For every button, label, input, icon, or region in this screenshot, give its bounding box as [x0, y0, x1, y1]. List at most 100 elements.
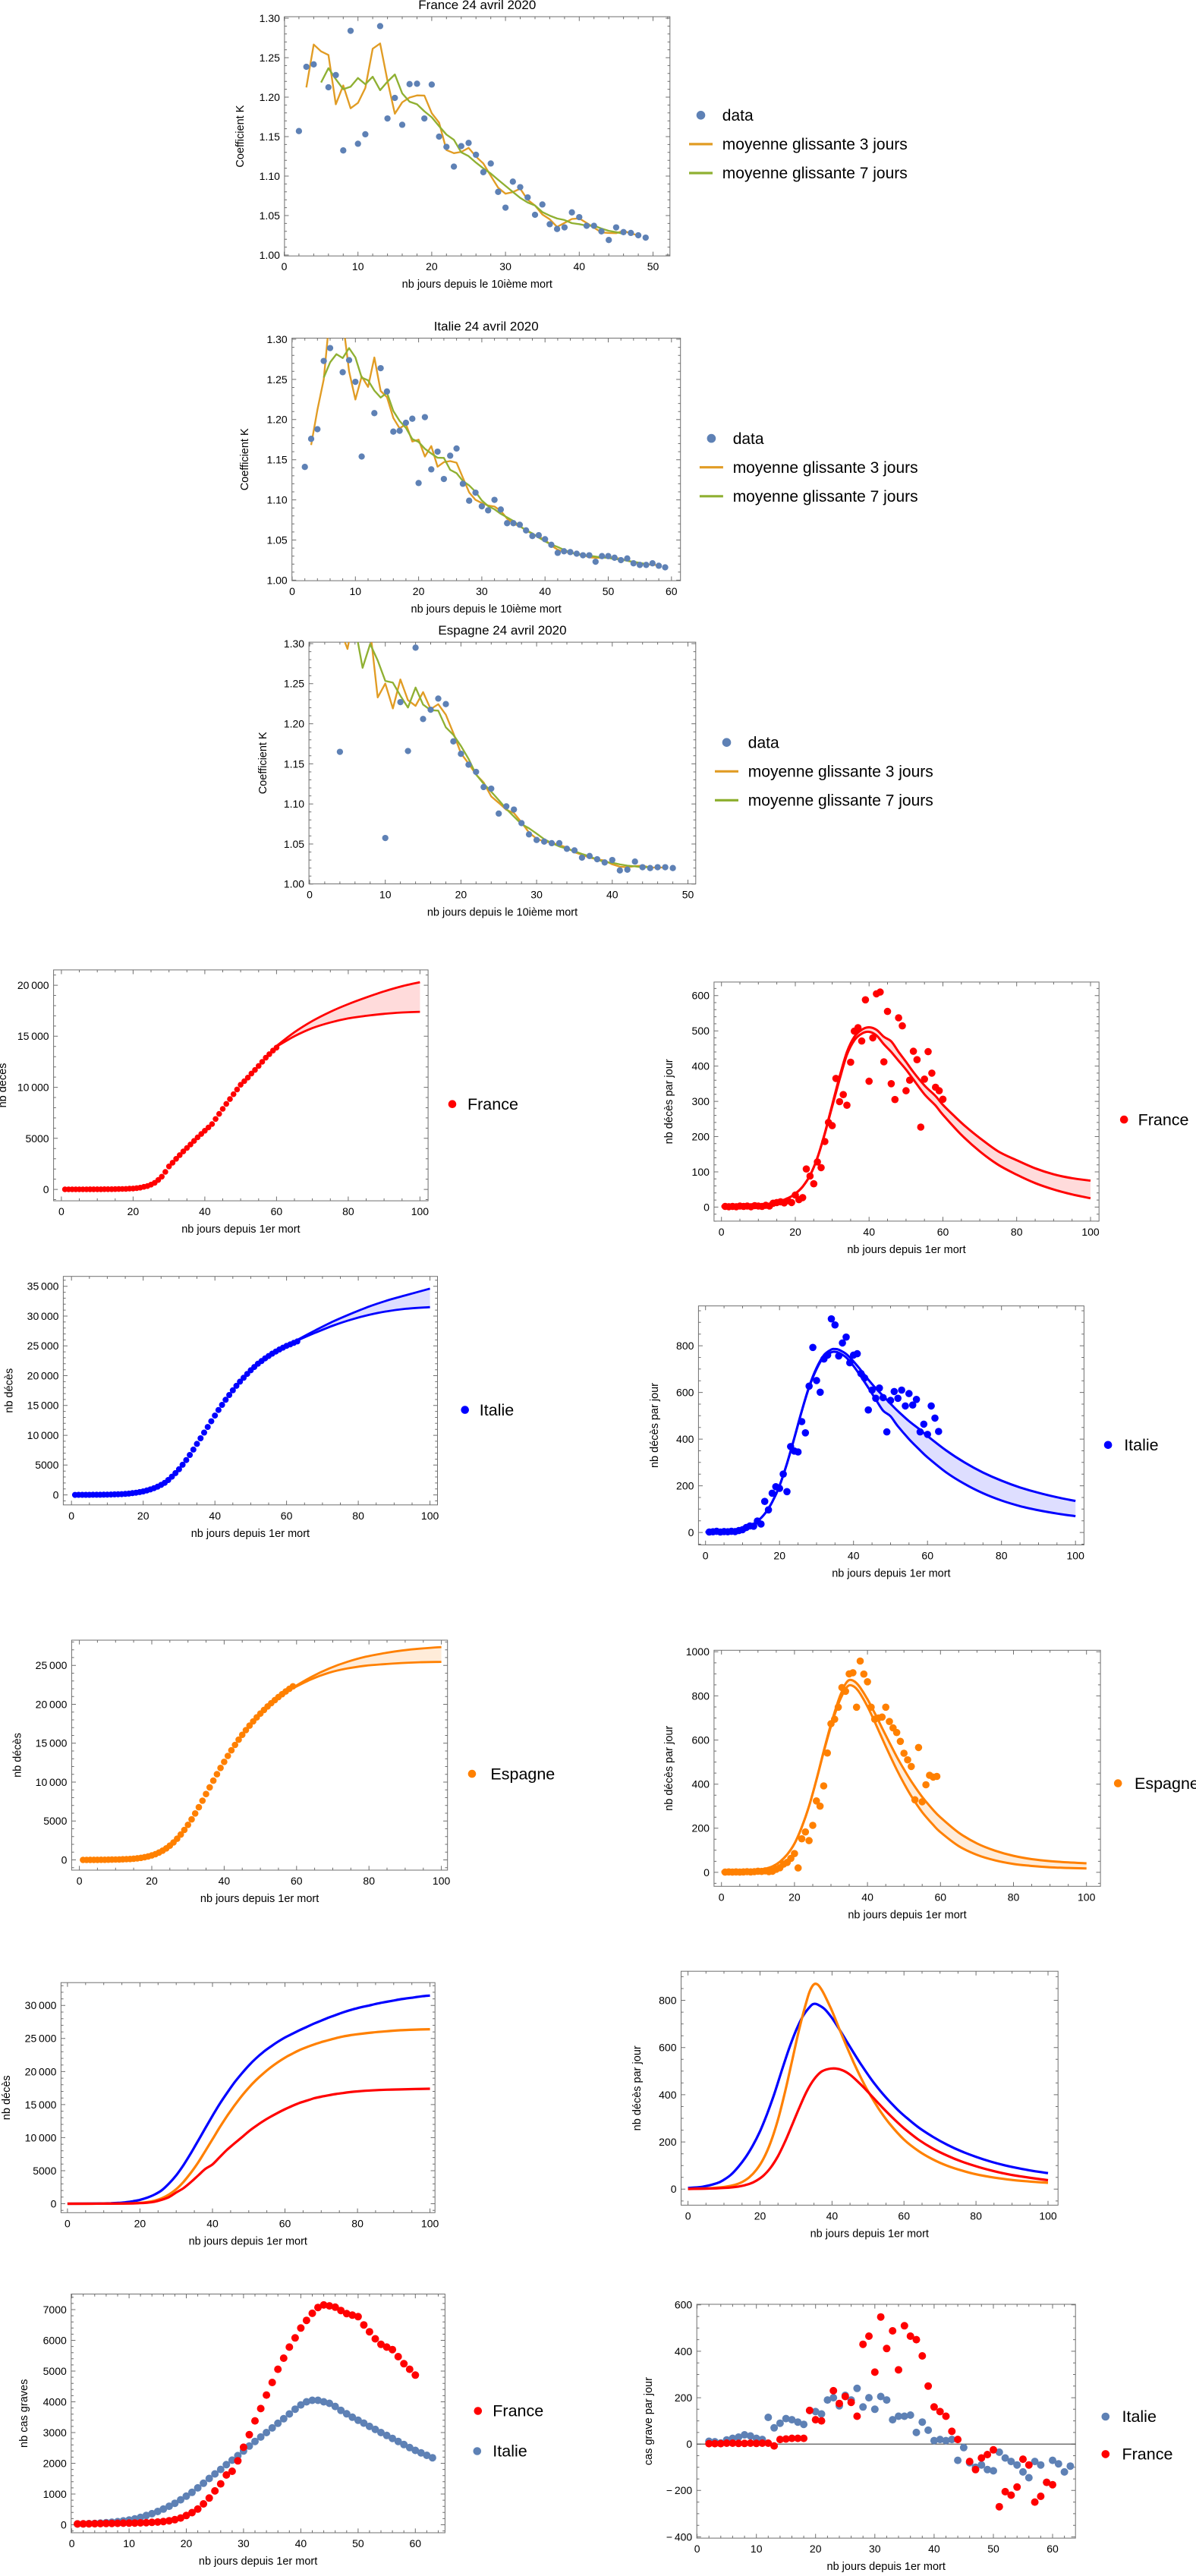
svg-text:20: 20	[137, 1510, 150, 1522]
svg-text:nb jours depuis 1er mort: nb jours depuis 1er mort	[181, 1223, 300, 1236]
svg-text:Italie 24 avril 2020: Italie 24 avril 2020	[434, 320, 539, 334]
svg-text:nb jours depuis 1er mort: nb jours depuis 1er mort	[847, 1244, 965, 1256]
svg-text:20: 20	[181, 2537, 193, 2549]
svg-text:France 24 avril 2020: France 24 avril 2020	[418, 0, 536, 12]
svg-text:30: 30	[476, 585, 488, 597]
svg-text:nb décès: nb décès	[4, 1368, 16, 1413]
svg-text:0: 0	[65, 2217, 71, 2229]
svg-text:20: 20	[413, 585, 425, 597]
svg-text:0: 0	[61, 1853, 68, 1866]
svg-text:1000: 1000	[43, 2488, 67, 2500]
svg-text:15 000: 15 000	[36, 1737, 68, 1749]
svg-text:1.05: 1.05	[260, 209, 280, 222]
svg-text:Italie: Italie	[493, 2442, 527, 2461]
svg-text:20 000: 20 000	[36, 1698, 68, 1710]
svg-text:10 000: 10 000	[17, 1082, 49, 1094]
svg-text:− 200: − 200	[666, 2484, 693, 2496]
svg-text:5000: 5000	[25, 1132, 49, 1145]
svg-text:data: data	[733, 430, 764, 448]
svg-text:0: 0	[43, 1183, 49, 1195]
svg-text:1.30: 1.30	[284, 638, 304, 650]
svg-text:60: 60	[935, 1891, 947, 1903]
svg-text:400: 400	[659, 2089, 677, 2101]
svg-text:25 000: 25 000	[25, 2033, 57, 2045]
svg-text:40: 40	[199, 1205, 211, 1217]
svg-text:nb jours depuis le 10ième mort: nb jours depuis le 10ième mort	[402, 279, 552, 291]
svg-text:moyenne glissante 3 jours: moyenne glissante 3 jours	[722, 136, 908, 153]
svg-text:80: 80	[970, 2209, 982, 2222]
svg-text:25 000: 25 000	[36, 1659, 68, 1671]
svg-text:1.10: 1.10	[266, 494, 287, 506]
svg-text:5000: 5000	[43, 2365, 67, 2377]
svg-text:0: 0	[61, 2518, 67, 2530]
svg-text:nb décès: nb décès	[0, 1063, 9, 1108]
svg-text:Italie: Italie	[1124, 1436, 1158, 1454]
svg-text:80: 80	[1008, 1891, 1020, 1903]
svg-text:10: 10	[751, 2543, 763, 2555]
svg-text:7000: 7000	[43, 2304, 67, 2316]
svg-text:moyenne glissante 3 jours: moyenne glissante 3 jours	[733, 459, 918, 477]
svg-text:0: 0	[703, 1866, 710, 1878]
svg-text:nb cas graves: nb cas graves	[18, 2379, 30, 2448]
svg-text:nb décès: nb décès	[1, 2075, 13, 2120]
svg-text:80: 80	[342, 1205, 354, 1217]
svg-text:400: 400	[692, 1060, 710, 1072]
svg-text:nb jours depuis 1er mort: nb jours depuis 1er mort	[199, 2556, 317, 2568]
svg-text:50: 50	[352, 2537, 364, 2549]
svg-text:1.20: 1.20	[260, 91, 280, 103]
svg-text:0: 0	[289, 585, 295, 597]
svg-text:1.30: 1.30	[266, 333, 287, 345]
svg-text:− 400: − 400	[666, 2530, 693, 2543]
svg-text:200: 200	[675, 2392, 693, 2404]
svg-text:400: 400	[692, 1778, 710, 1790]
svg-text:40: 40	[209, 1510, 221, 1522]
svg-text:1.15: 1.15	[260, 131, 280, 143]
svg-text:100: 100	[692, 1166, 710, 1178]
svg-text:100: 100	[411, 1205, 430, 1217]
svg-text:0: 0	[282, 260, 288, 272]
svg-text:600: 600	[676, 1387, 694, 1399]
svg-text:nb jours depuis 1er mort: nb jours depuis 1er mort	[827, 2561, 946, 2573]
svg-text:30: 30	[869, 2543, 881, 2555]
svg-text:30 000: 30 000	[25, 1999, 57, 2011]
svg-text:600: 600	[692, 1734, 710, 1746]
svg-text:moyenne glissante 7 jours: moyenne glissante 7 jours	[748, 792, 933, 810]
svg-text:200: 200	[692, 1822, 710, 1834]
svg-text:100: 100	[1067, 1550, 1085, 1562]
svg-text:0: 0	[688, 1526, 694, 1538]
svg-text:50: 50	[603, 585, 615, 597]
svg-text:60: 60	[898, 2209, 910, 2222]
svg-text:60: 60	[921, 1550, 933, 1562]
svg-text:60: 60	[666, 585, 678, 597]
svg-text:35 000: 35 000	[27, 1280, 59, 1293]
svg-text:5000: 5000	[35, 1459, 58, 1471]
svg-text:0: 0	[686, 2438, 692, 2450]
svg-text:20: 20	[789, 1226, 801, 1238]
svg-text:1.15: 1.15	[266, 454, 287, 466]
svg-text:5000: 5000	[33, 2165, 56, 2177]
svg-text:400: 400	[675, 2345, 693, 2357]
svg-text:1.00: 1.00	[284, 878, 304, 890]
svg-text:1.20: 1.20	[266, 414, 287, 426]
svg-text:0: 0	[719, 1226, 725, 1238]
svg-text:80: 80	[351, 2217, 364, 2229]
svg-text:200: 200	[692, 1130, 710, 1142]
svg-text:10: 10	[350, 585, 362, 597]
svg-text:600: 600	[675, 2299, 693, 2311]
svg-text:80: 80	[1011, 1226, 1023, 1238]
svg-text:800: 800	[659, 1994, 677, 2006]
svg-text:20 000: 20 000	[25, 2065, 57, 2077]
svg-text:0: 0	[51, 2197, 57, 2209]
svg-text:1.20: 1.20	[284, 718, 304, 730]
svg-text:40: 40	[861, 1891, 873, 1903]
svg-text:40: 40	[848, 1550, 860, 1562]
svg-text:data: data	[748, 734, 779, 751]
svg-text:40: 40	[574, 260, 586, 272]
svg-text:Espagne: Espagne	[490, 1765, 555, 1783]
svg-text:100: 100	[1078, 1891, 1096, 1903]
svg-text:nb jours depuis 1er mort: nb jours depuis 1er mort	[189, 2235, 307, 2247]
svg-text:100: 100	[421, 1510, 439, 1522]
svg-text:40: 40	[826, 2209, 839, 2222]
svg-text:nb jours depuis 1er mort: nb jours depuis 1er mort	[848, 1909, 966, 1921]
svg-text:0: 0	[53, 1489, 59, 1501]
